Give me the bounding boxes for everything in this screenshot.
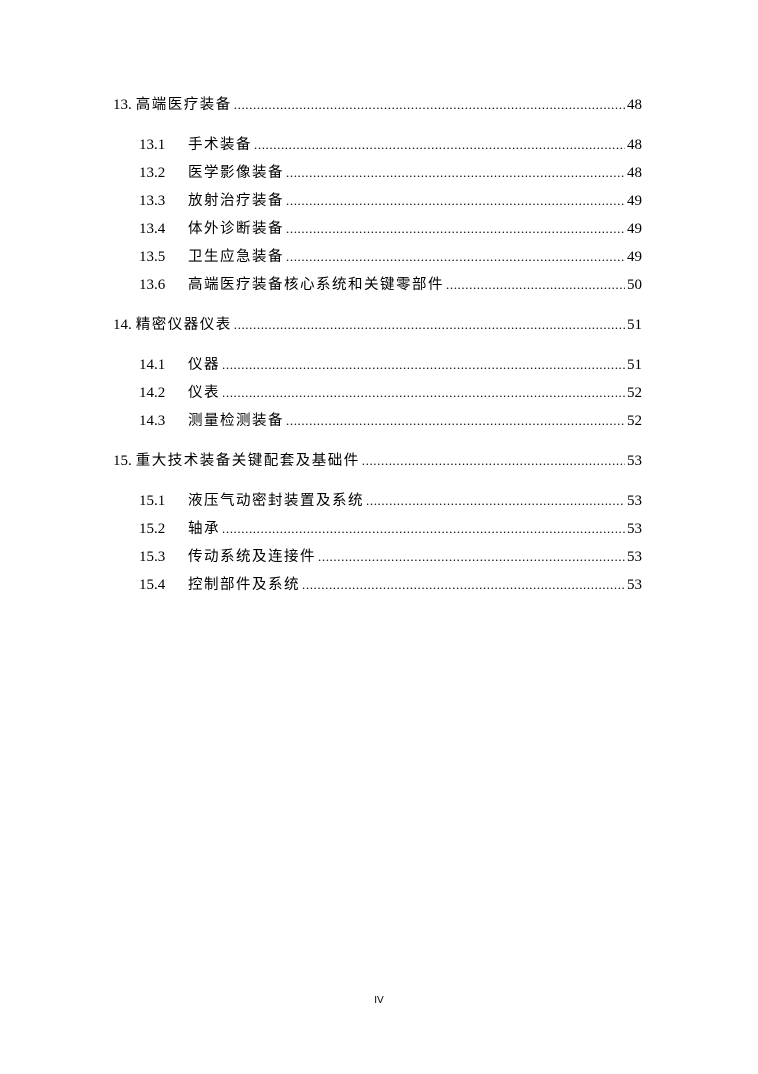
entry-page: 49 (627, 221, 642, 237)
entry-page: 53 (627, 453, 642, 469)
entry-number: 14.3 (139, 413, 166, 429)
entry-number: 14.1 (139, 357, 166, 373)
entry-number: 15. (113, 453, 132, 469)
entry-number: 15.1 (139, 493, 166, 509)
entry-title: 卫生应急装备 (188, 249, 284, 265)
dot-leader (286, 159, 625, 187)
toc-section: 14.精密仪器仪表 51 14.1 仪器 51 14.2 仪表 52 14.3 测量检测装备 52 (113, 311, 642, 435)
toc-subentry[interactable]: 13.5 卫生应急装备 49 (113, 243, 642, 271)
toc-subentry[interactable]: 13.4 体外诊断装备 49 (113, 215, 642, 243)
dot-leader (286, 215, 625, 243)
entry-page: 49 (627, 249, 642, 265)
dot-leader (234, 91, 625, 119)
entry-title: 高端医疗装备核心系统和关键零部件 (188, 277, 444, 293)
entry-number: 13.4 (139, 221, 166, 237)
entry-page: 53 (627, 549, 642, 565)
entry-page: 51 (627, 317, 642, 333)
toc-subentry[interactable]: 13.6 高端医疗装备核心系统和关键零部件 50 (113, 271, 642, 299)
entry-title: 仪器 (188, 357, 220, 373)
toc-subentry[interactable]: 15.2 轴承 53 (113, 515, 642, 543)
entry-page: 51 (627, 357, 642, 373)
toc-section: 13.高端医疗装备 48 13.1 手术装备 48 13.2 医学影像装备 48 13.3 放射治… (113, 91, 642, 299)
entry-title: 控制部件及系统 (188, 577, 300, 593)
entry-title: 传动系统及连接件 (188, 549, 316, 565)
toc-subentry[interactable]: 13.1 手术装备 48 (113, 131, 642, 159)
entry-page: 48 (627, 165, 642, 181)
dot-leader (286, 187, 625, 215)
toc-section: 15.重大技术装备关键配套及基础件5315.1液压气动密封装置及系统5315.2… (113, 447, 642, 599)
toc-subentry[interactable]: 14.2 仪表 52 (113, 379, 642, 407)
dot-leader (318, 543, 625, 571)
toc-subentry[interactable]: 14.3 测量检测装备 52 (113, 407, 642, 435)
entry-number: 15.4 (139, 577, 166, 593)
table-of-contents: 13.高端医疗装备 48 13.1 手术装备 48 13.2 医学影像装备 48 13.3 放射治… (113, 91, 642, 611)
toc-subentry[interactable]: 15.3 传动系统及连接件 53 (113, 543, 642, 571)
toc-subentry[interactable]: 13.3 放射治疗装备 49 (113, 187, 642, 215)
entry-title: 轴承 (188, 521, 220, 537)
dot-leader (222, 515, 625, 543)
entry-title: 液压气动密封装置及系统 (188, 493, 364, 509)
page-number: IV (374, 995, 384, 1006)
dot-leader (362, 447, 625, 475)
toc-heading-entry[interactable]: 15.重大技术装备关键配套及基础件 53 (113, 447, 642, 475)
entry-number: 13.2 (139, 165, 166, 181)
dot-leader (286, 407, 625, 435)
entry-number: 15.3 (139, 549, 166, 565)
entry-number: 13.3 (139, 193, 166, 209)
entry-page: 52 (627, 385, 642, 401)
dot-leader (234, 311, 625, 339)
entry-title: 精密仪器仪表 (135, 317, 232, 333)
entry-title: 测量检测装备 (188, 413, 284, 429)
entry-number: 14.2 (139, 385, 166, 401)
entry-title: 仪表 (188, 385, 220, 401)
dot-leader (222, 379, 625, 407)
entry-number: 13. (113, 97, 132, 113)
dot-leader (222, 351, 625, 379)
entry-page: 48 (627, 137, 642, 153)
entry-number: 14. (113, 317, 132, 333)
entry-page: 50 (627, 277, 642, 293)
entry-number: 13.6 (139, 277, 166, 293)
dot-leader (286, 243, 625, 271)
entry-page: 52 (627, 413, 642, 429)
entry-page: 53 (627, 577, 642, 593)
toc-heading-entry[interactable]: 13.高端医疗装备 48 (113, 91, 642, 119)
entry-page: 49 (627, 193, 642, 209)
entry-title: 高端医疗装备 (135, 97, 232, 113)
entry-page: 53 (627, 521, 642, 537)
entry-title: 体外诊断装备 (188, 221, 284, 237)
entry-page: 48 (627, 97, 642, 113)
entry-title: 医学影像装备 (188, 165, 284, 181)
toc-subentry[interactable]: 14.1 仪器 51 (113, 351, 642, 379)
dot-leader (254, 131, 625, 159)
dot-leader (366, 487, 625, 515)
entry-title: 放射治疗装备 (188, 193, 284, 209)
dot-leader (302, 571, 625, 599)
entry-number: 13.1 (139, 137, 166, 153)
toc-subentry[interactable]: 15.1 液压气动密封装置及系统 53 (113, 487, 642, 515)
entry-page: 53 (627, 493, 642, 509)
entry-title: 重大技术装备关键配套及基础件 (135, 453, 360, 469)
toc-heading-entry[interactable]: 14.精密仪器仪表 51 (113, 311, 642, 339)
entry-number: 13.5 (139, 249, 166, 265)
toc-subentry[interactable]: 13.2 医学影像装备 48 (113, 159, 642, 187)
entry-number: 15.2 (139, 521, 166, 537)
dot-leader (446, 271, 625, 299)
toc-subentry[interactable]: 15.4 控制部件及系统 53 (113, 571, 642, 599)
entry-title: 手术装备 (188, 137, 252, 153)
